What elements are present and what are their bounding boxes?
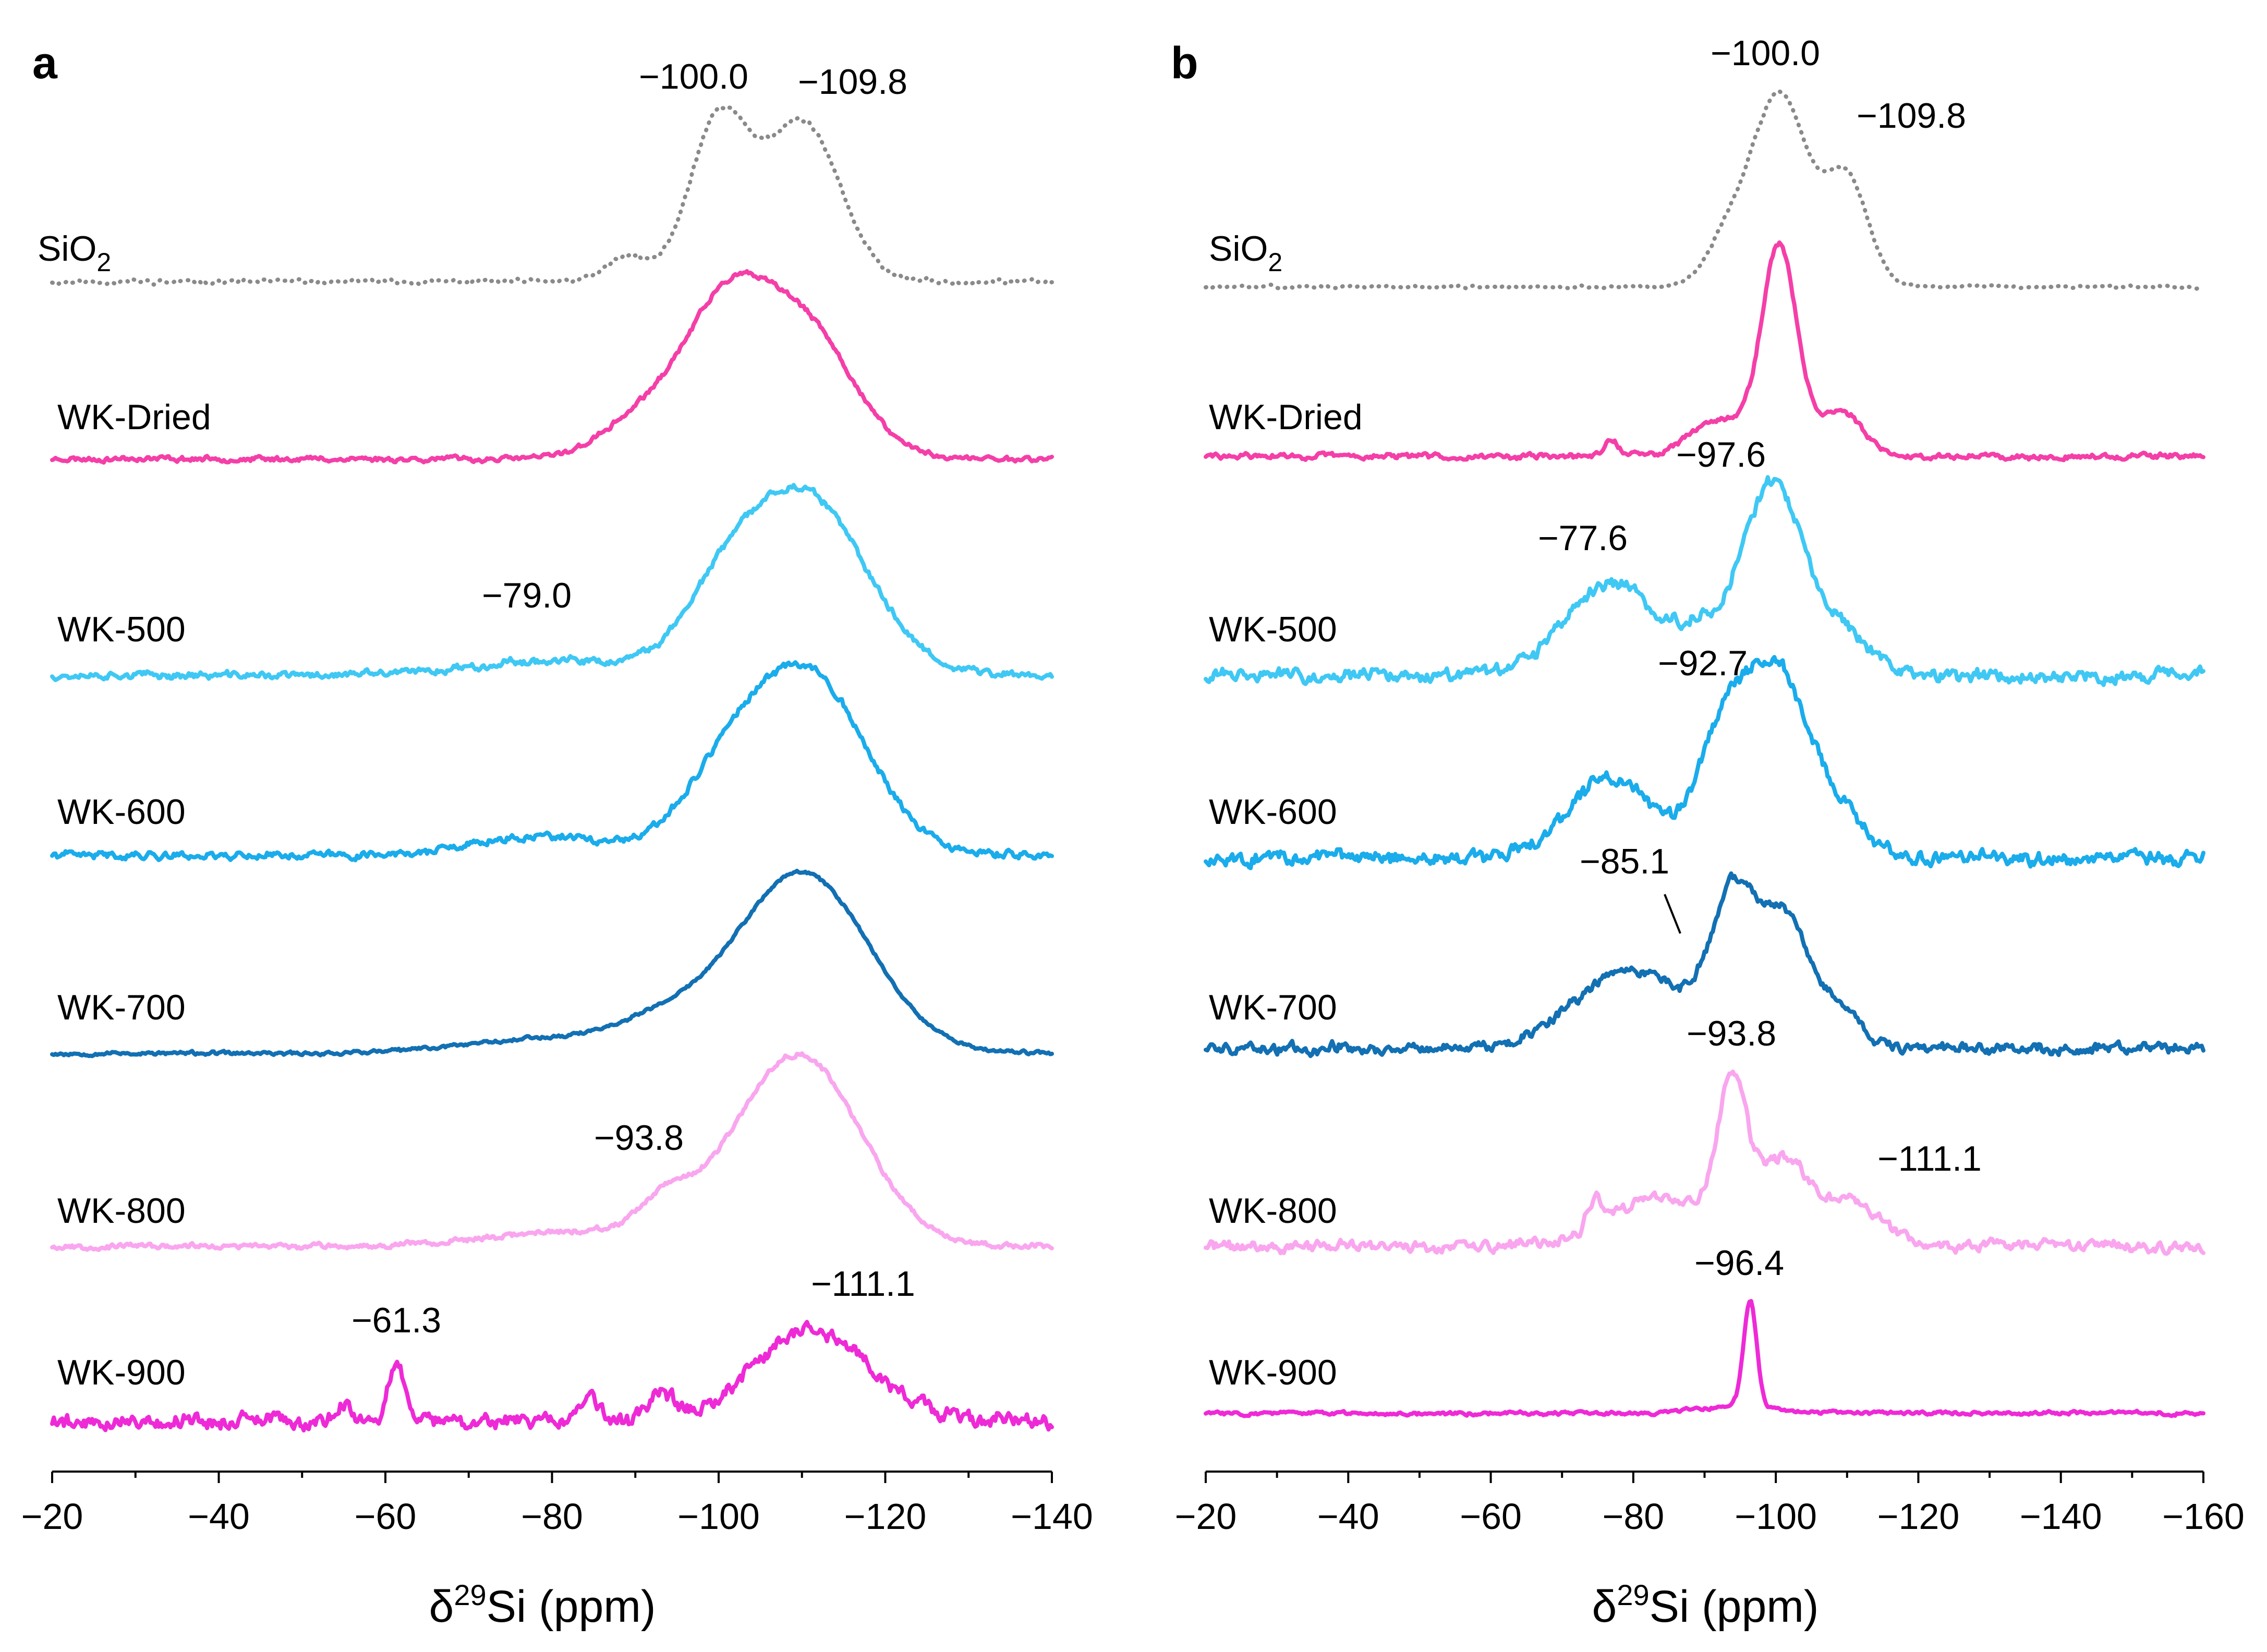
x-tick-label: −40 — [1317, 1496, 1379, 1537]
panel-b-peak-label: −96.4 — [1694, 1243, 1784, 1283]
panel-b-label-sio2: SiO2 — [1209, 229, 1282, 277]
x-tick-label: −140 — [2020, 1496, 2102, 1537]
panel-a-label-wk-dried: WK-Dried — [57, 397, 211, 437]
panel-b-x-axis-title: δ29Si (ppm) — [1592, 1578, 1819, 1632]
panel-b-peak-label: −111.1 — [1877, 1139, 1982, 1179]
panel-b-peak-label: −97.6 — [1676, 435, 1766, 475]
panel-b-peak-label: −77.6 — [1538, 518, 1628, 558]
x-tick-label: −80 — [1602, 1496, 1664, 1537]
panel-b-label-wk-800: WK-800 — [1209, 1191, 1337, 1231]
trace-wk-700 — [50, 869, 1054, 1059]
panel-a-peak-label: −100.0 — [639, 57, 748, 96]
panel-a-x-axis-title: δ29Si (ppm) — [429, 1578, 656, 1632]
panel-b-peak-label: −100.0 — [1711, 33, 1820, 73]
panel-a-peak-label: −109.8 — [798, 62, 907, 102]
x-tick-label: −20 — [1175, 1496, 1237, 1537]
panel-b-label-wk-500: WK-500 — [1209, 610, 1337, 649]
panel-b-peak-label: −85.1 — [1580, 842, 1669, 881]
panel-a-peak-label: −79.0 — [482, 576, 572, 615]
trace-wk-800 — [50, 1051, 1054, 1252]
x-tick-label: −120 — [844, 1496, 927, 1537]
x-tick-label: −140 — [1011, 1496, 1093, 1537]
trace-sio2 — [1204, 89, 2205, 291]
x-tick-label: −20 — [21, 1496, 83, 1537]
panel-b: b SiO2 WK-Dried WK-500 WK-600 WK-700 WK-… — [1171, 33, 2245, 1632]
panel-a-label-sio2: SiO2 — [38, 229, 111, 277]
panel-b-label-wk-dried: WK-Dried — [1209, 397, 1363, 437]
panel-b-label-wk-700: WK-700 — [1209, 988, 1337, 1027]
panel-a-ticks: −20 −40 −60 −80 −100 −120 −140 — [21, 1472, 1093, 1537]
panel-a-label-wk-900: WK-900 — [57, 1353, 186, 1392]
trace-wk-600 — [1204, 655, 2205, 870]
x-tick-label: −100 — [677, 1496, 760, 1537]
trace-wk-500 — [50, 483, 1054, 683]
trace-wk-900 — [50, 1320, 1054, 1432]
panel-b-letter: b — [1171, 38, 1198, 88]
panel-a-peak-label: −93.8 — [594, 1118, 684, 1158]
panel-a-peak-label: −61.3 — [351, 1301, 441, 1340]
panel-b-label-wk-900: WK-900 — [1209, 1353, 1337, 1392]
trace-wk-800 — [1204, 1070, 2205, 1256]
trace-wk-600 — [50, 660, 1054, 863]
panel-a-peak-label: −111.1 — [811, 1264, 915, 1304]
trace-wk-700 — [1204, 871, 2205, 1059]
panel-b-peak-label: −93.8 — [1687, 1014, 1776, 1053]
trace-wk-500 — [1204, 475, 2205, 687]
x-tick-label: −60 — [355, 1496, 417, 1537]
x-tick-label: −80 — [521, 1496, 583, 1537]
panel-b-peak-label: −92.7 — [1658, 643, 1748, 683]
panel-a-traces — [50, 105, 1054, 1432]
panel-a-letter: a — [32, 38, 58, 88]
trace-wk-900 — [1204, 1299, 2205, 1418]
trace-sio2 — [50, 105, 1054, 287]
x-tick-label: −160 — [2162, 1496, 2245, 1537]
x-tick-label: −40 — [188, 1496, 250, 1537]
x-tick-label: −120 — [1877, 1496, 1960, 1537]
x-tick-label: −60 — [1460, 1496, 1522, 1537]
trace-wk-dried — [50, 269, 1054, 465]
panel-a-label-wk-800: WK-800 — [57, 1191, 186, 1231]
panel-b-label-wk-600: WK-600 — [1209, 792, 1337, 832]
panel-b-traces — [1204, 89, 2205, 1418]
panel-b-peak-leader-line — [1664, 894, 1681, 934]
panel-b-ticks: −20 −40 −60 −80 −100 −120 −140 −160 — [1175, 1472, 2245, 1537]
panel-a-label-wk-500: WK-500 — [57, 610, 186, 649]
panel-a-label-wk-600: WK-600 — [57, 792, 186, 832]
panel-b-peak-label: −109.8 — [1857, 96, 1966, 136]
panel-a: a SiO2 WK-Dried WK-500 WK-600 WK-700 WK-… — [21, 38, 1093, 1632]
trace-wk-dried — [1204, 240, 2205, 463]
x-tick-label: −100 — [1735, 1496, 1817, 1537]
panel-a-label-wk-700: WK-700 — [57, 988, 186, 1027]
